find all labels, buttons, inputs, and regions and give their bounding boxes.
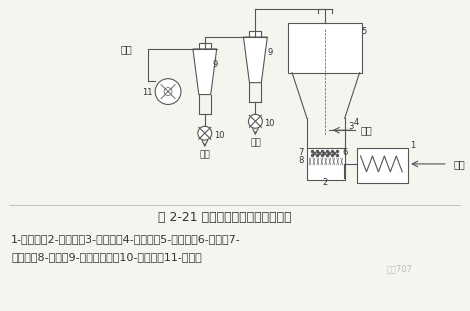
Text: 1-加热器；2-进气室；3-进料管；4-干燥室；5-沉降室；6-载体；7-: 1-加热器；2-进气室；3-进料管；4-干燥室；5-沉降室；6-载体；7- (11, 234, 241, 244)
Circle shape (155, 79, 181, 104)
Text: 空气: 空气 (454, 159, 466, 169)
Bar (307, 148, 345, 180)
Text: 11: 11 (141, 88, 152, 97)
Text: 图 2-21 载体喷雾流化干燥器流程图: 图 2-21 载体喷雾流化干燥器流程图 (158, 211, 291, 224)
Text: 9: 9 (213, 60, 218, 69)
Text: 2: 2 (322, 178, 328, 187)
Bar (357, 148, 408, 183)
Text: 成品: 成品 (199, 151, 210, 160)
Text: 料装: 料装 (360, 125, 372, 135)
Text: 1: 1 (410, 141, 416, 150)
Text: 3: 3 (348, 122, 353, 131)
Text: 9: 9 (267, 49, 273, 58)
Text: 6: 6 (343, 147, 348, 156)
Circle shape (249, 114, 262, 128)
Polygon shape (193, 49, 217, 95)
Text: 废气: 废气 (120, 44, 132, 54)
Text: 检修孔；8-孔板；9-旋风分离器；10-出料阀；11-引风机: 检修孔；8-孔板；9-旋风分离器；10-出料阀；11-引风机 (11, 252, 202, 262)
Text: 8: 8 (298, 156, 304, 165)
Text: 7: 7 (298, 147, 304, 156)
Text: 5: 5 (361, 27, 367, 36)
Bar (250, 31, 261, 37)
Text: 4: 4 (353, 118, 359, 127)
Text: 化工707: 化工707 (386, 264, 412, 273)
Bar (288, 23, 361, 73)
Circle shape (198, 126, 212, 140)
Text: 10: 10 (214, 131, 224, 140)
Text: 10: 10 (264, 119, 275, 128)
Polygon shape (243, 37, 267, 83)
Text: 成品: 成品 (250, 139, 261, 148)
Bar (199, 43, 211, 49)
